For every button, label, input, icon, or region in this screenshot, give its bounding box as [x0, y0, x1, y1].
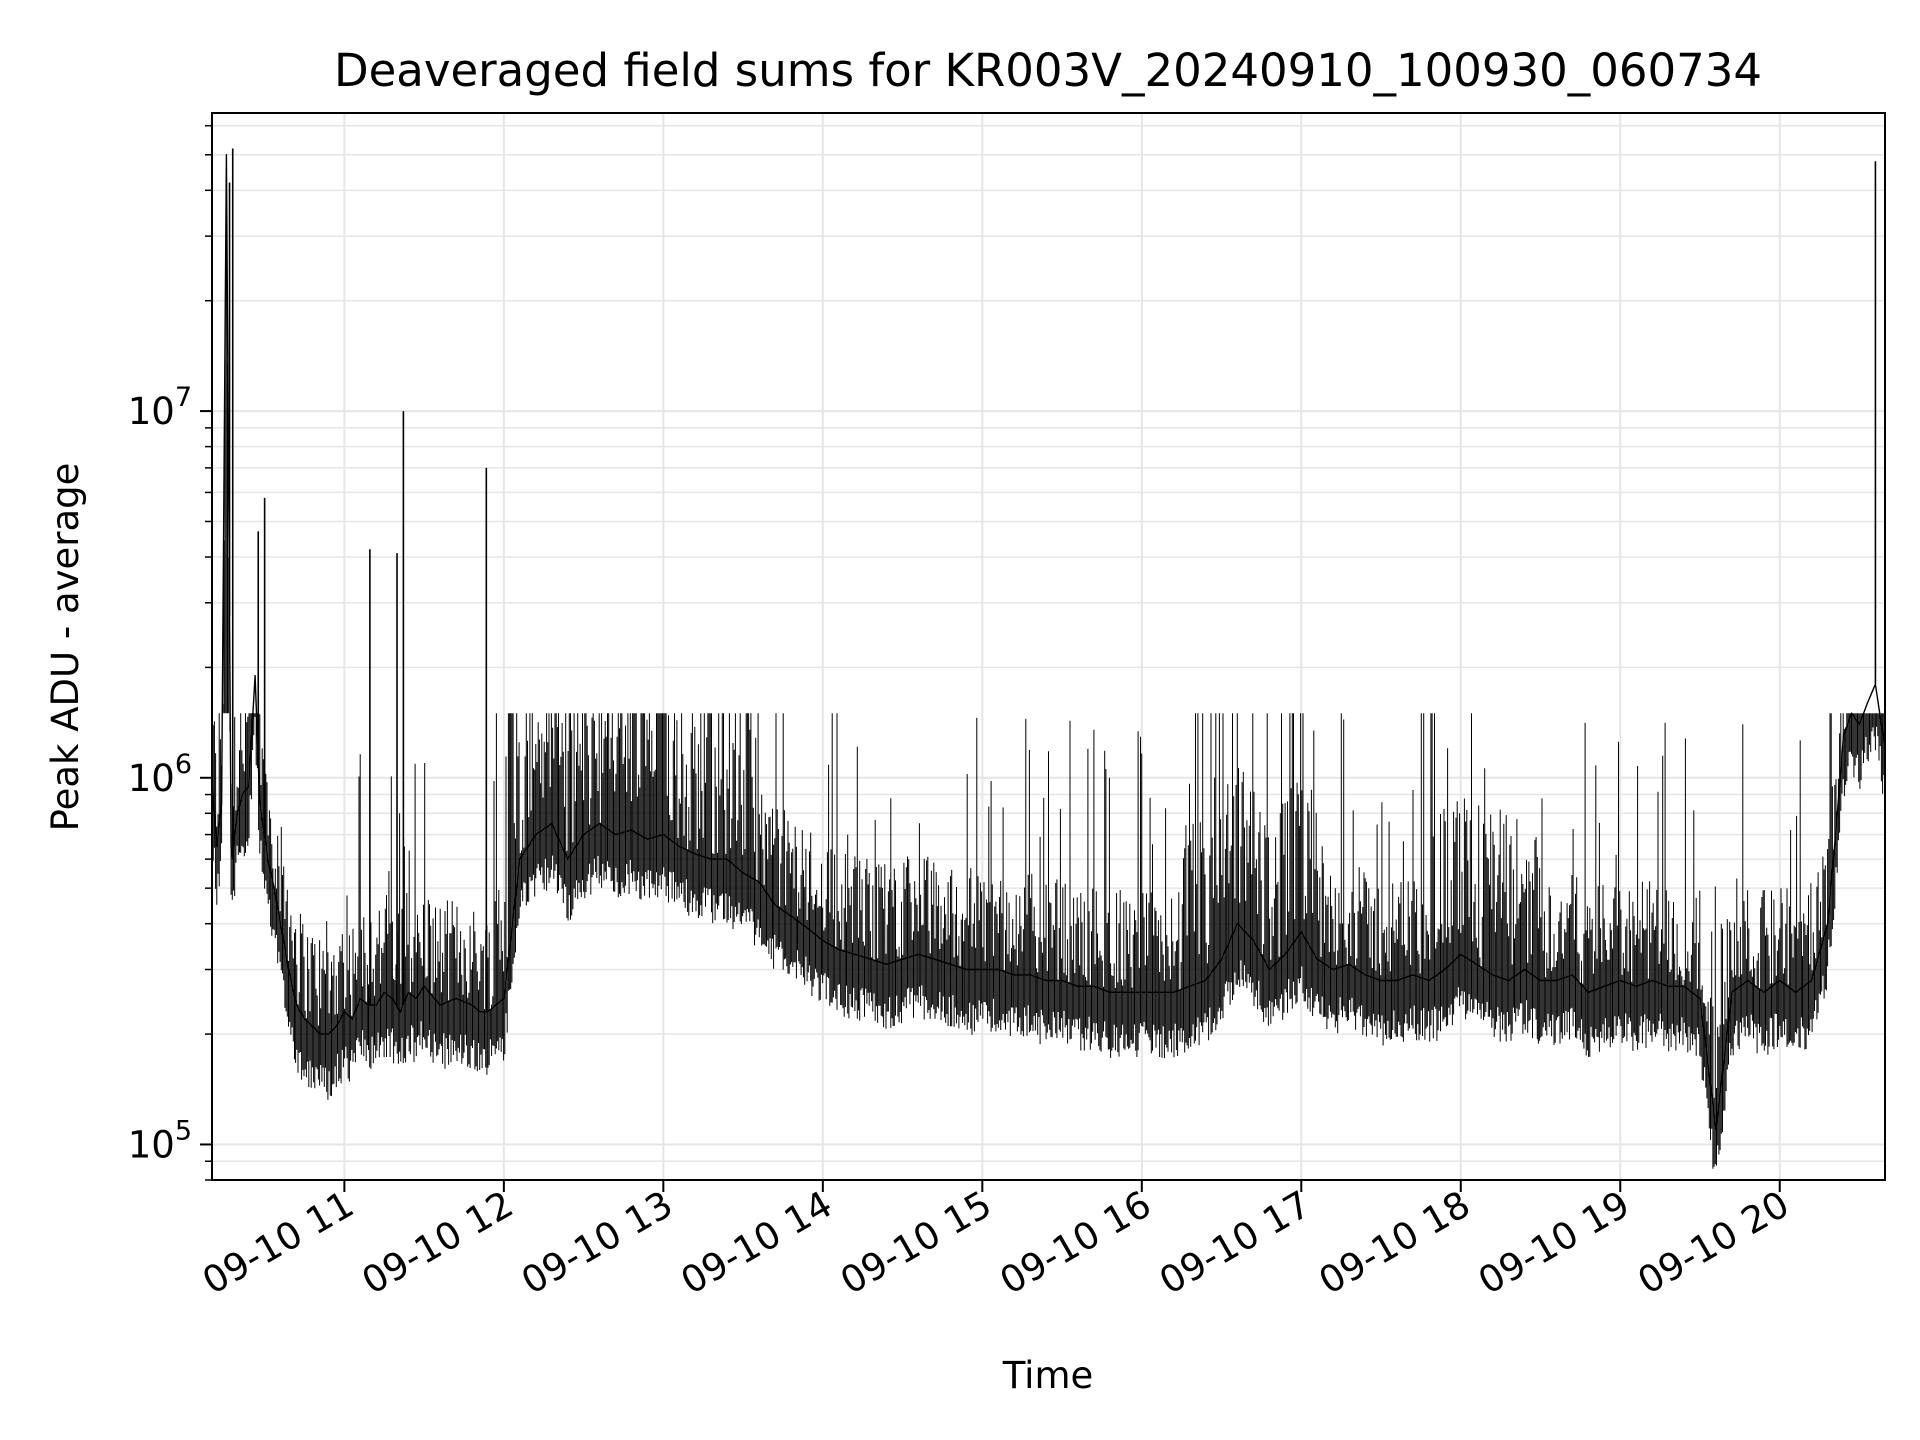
series-spikes	[228, 148, 1877, 1012]
plot-frame	[211, 112, 1886, 1181]
y-tick-label: 106	[128, 749, 192, 800]
y-axis-label: Peak ADU - average	[44, 463, 87, 832]
chart-title: Deaveraged field sums for KR003V_2024091…	[334, 44, 1762, 97]
y-axis: 105 106 107	[128, 124, 212, 1181]
y-tick-label: 107	[128, 382, 192, 433]
y-tick-label: 105	[128, 1115, 192, 1166]
x-axis-label: Time	[1002, 1354, 1094, 1397]
